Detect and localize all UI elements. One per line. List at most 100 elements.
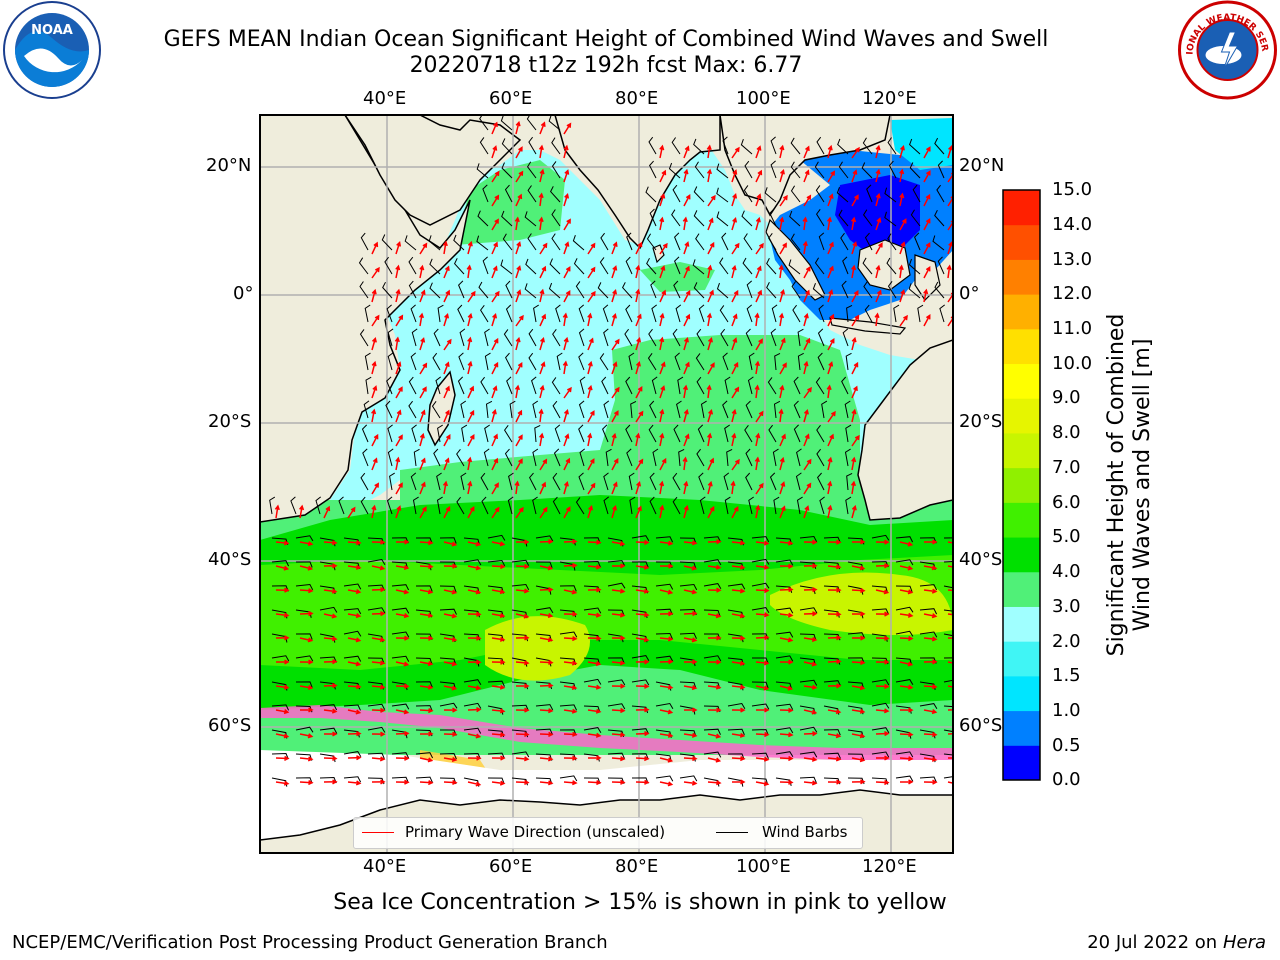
wave-direction-arrow [755, 540, 770, 546]
wind-barb [649, 472, 657, 491]
lon-label-top: 120°E [862, 88, 917, 109]
wave-direction-arrow [587, 684, 602, 690]
wave-direction-arrow [347, 637, 362, 643]
wave-direction-arrow [899, 168, 905, 183]
wave-direction-arrow [779, 481, 786, 495]
wave-direction-arrow [563, 780, 578, 786]
wind-barb [838, 209, 849, 227]
wind-barb [846, 472, 853, 491]
wave-direction-arrow [683, 194, 691, 207]
wind-barb [505, 280, 513, 299]
wind-barb [648, 328, 657, 347]
wind-barb [624, 328, 633, 347]
wave-direction-arrow [563, 290, 571, 303]
wave-direction-arrow [683, 755, 698, 762]
wave-direction-arrow [803, 563, 818, 569]
wind-barb [411, 424, 417, 443]
wave-direction-arrow [947, 661, 953, 664]
footer-credit: NCEP/EMC/Verification Post Processing Pr… [12, 932, 608, 953]
wave-direction-arrow [443, 563, 458, 569]
wind-barb [862, 137, 873, 155]
colorbar-swatch [1003, 224, 1040, 260]
wind-barb [943, 585, 953, 589]
wind-barb [703, 583, 722, 589]
wind-barb [439, 752, 457, 760]
wind-barb [410, 304, 417, 323]
sea-ice-note: Sea Ice Concentration > 15% is shown in … [333, 890, 947, 915]
wind-barb [525, 258, 537, 275]
wind-barb [934, 209, 945, 227]
wave-direction-arrow [443, 385, 450, 399]
wave-direction-arrow [635, 410, 644, 423]
wave-direction-arrow [371, 565, 386, 571]
wave-direction-arrow [731, 564, 746, 570]
wave-direction-arrow [515, 289, 522, 303]
wave-direction-arrow [659, 659, 674, 665]
wave-direction-arrow [923, 266, 931, 279]
colorbar-label: Significant Height of Combined Wind Waves… [1104, 314, 1156, 657]
wind-barb-legend-swatch [716, 832, 748, 833]
wave-direction-arrow [755, 660, 770, 666]
wave-direction-arrow [659, 265, 666, 279]
wave-direction-arrow [851, 611, 866, 617]
wave-direction-arrow [802, 216, 808, 231]
wind-barb [845, 496, 852, 515]
wind-barb [343, 751, 362, 757]
wind-barb [909, 162, 921, 179]
wave-direction-arrow [755, 685, 770, 691]
wind-barb [724, 424, 730, 443]
wave-direction-arrow [299, 565, 314, 571]
wind-barb [552, 400, 561, 419]
wind-barb [504, 184, 513, 203]
wind-barb [578, 328, 585, 347]
wind-barb [391, 752, 410, 759]
wave-direction-arrow [514, 216, 520, 231]
wave-direction-arrow [706, 168, 713, 183]
wave-direction-arrow [635, 264, 641, 279]
wind-barb [775, 751, 794, 758]
wind-barb [500, 115, 513, 131]
colorbar-tick: 0.5 [1052, 735, 1081, 756]
wave-direction-arrow [659, 732, 674, 738]
wave-direction-arrow [923, 709, 938, 715]
wind-barb [479, 304, 489, 323]
wave-direction-arrow [755, 338, 763, 351]
wave-direction-arrow [491, 457, 499, 471]
wave-direction-arrow [443, 756, 458, 763]
wind-barb [792, 304, 801, 323]
wind-barb [671, 137, 681, 155]
wave-direction-arrow [851, 456, 857, 471]
wind-barb [743, 233, 753, 251]
wind-barb [836, 187, 849, 203]
wind-barb [549, 258, 561, 275]
wave-direction-arrow [587, 612, 602, 618]
lat-label-left: 20°N [206, 155, 252, 176]
wave-direction-arrow [827, 635, 842, 641]
wind-barb [607, 657, 625, 664]
lon-label-bottom: 120°E [862, 856, 917, 877]
wind-barb [775, 559, 794, 566]
wind-barb [895, 536, 914, 543]
lat-label-left: 60°S [208, 715, 252, 736]
wave-direction-arrow [515, 336, 521, 351]
sulawesi-land [914, 254, 941, 301]
wave-direction-arrow [851, 587, 866, 594]
footer-machine: Hera [1222, 932, 1266, 953]
wind-barb [943, 537, 953, 539]
wind-barb [790, 233, 801, 251]
wind-barb [795, 472, 802, 491]
chart-subtitle: 20220718 t12z 192h fcst Max: 6.77 [409, 53, 803, 78]
wind-barb [367, 726, 386, 733]
wave-direction-arrow [394, 336, 400, 351]
wave-direction-arrow [875, 144, 881, 159]
wave-direction-arrow [467, 385, 475, 399]
wind-barb [628, 472, 635, 491]
wind-barb [269, 496, 276, 515]
wave-direction-arrow [803, 433, 810, 447]
wind-barb [766, 257, 777, 275]
wind-barb [799, 776, 817, 783]
wave-direction-arrow [347, 613, 362, 619]
wind-barb [818, 232, 825, 251]
wave-direction-arrow [947, 732, 953, 735]
wave-direction-arrow [395, 755, 410, 761]
